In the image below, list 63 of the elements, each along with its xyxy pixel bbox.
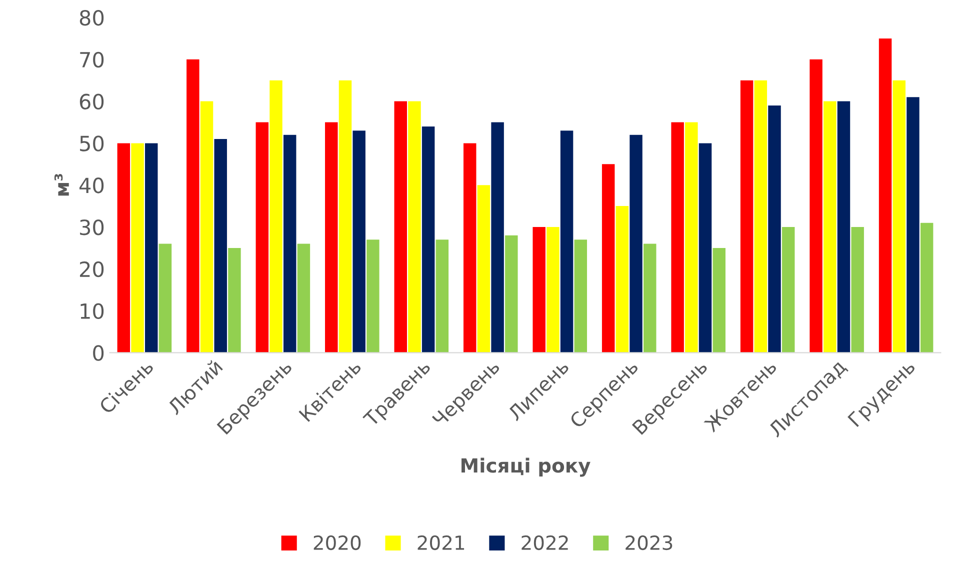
bar [394, 101, 407, 353]
bar [131, 143, 144, 353]
y-tick-label: 80 [80, 10, 104, 26]
bar [283, 134, 296, 353]
bar [463, 143, 476, 353]
bar [352, 130, 366, 353]
bar [505, 235, 518, 353]
bar [408, 101, 421, 353]
bar [325, 122, 338, 353]
bar [644, 244, 656, 353]
bar [602, 164, 615, 353]
bar [824, 101, 836, 353]
bar [338, 80, 352, 353]
bar [200, 101, 214, 353]
bar [671, 122, 684, 353]
bar [768, 105, 781, 353]
bar [228, 248, 241, 353]
bar [145, 143, 158, 353]
bar [851, 227, 864, 353]
bar [754, 80, 768, 353]
bar [906, 97, 920, 353]
legend-label: 2020 [314, 535, 361, 550]
y-tick-label: 30 [80, 219, 104, 236]
bar [782, 227, 795, 353]
y-tick-label: 70 [80, 52, 104, 68]
bar [712, 248, 726, 353]
y-axis-title: м³ [54, 174, 69, 196]
bar [422, 126, 435, 353]
bar [574, 240, 588, 353]
bar [297, 244, 310, 353]
bar [256, 122, 269, 353]
bar [698, 143, 712, 353]
bar [366, 240, 380, 353]
legend-label: 2023 [626, 535, 672, 550]
bar [477, 185, 490, 353]
bar [616, 206, 629, 353]
bar [878, 38, 892, 353]
legend-label: 2022 [522, 535, 568, 550]
y-tick-label: 50 [80, 136, 104, 152]
y-tick-label: 10 [80, 303, 104, 320]
bar [158, 244, 172, 353]
bar [685, 122, 698, 353]
bar [740, 80, 754, 353]
bar [436, 240, 449, 353]
bar [920, 222, 934, 353]
bar [560, 130, 574, 353]
x-axis-title: Місяці року [462, 458, 590, 477]
bar [546, 227, 560, 353]
bar [837, 101, 850, 353]
bar [186, 59, 200, 353]
y-tick-label: 20 [80, 261, 104, 278]
bar [491, 122, 504, 353]
y-tick-label: 60 [80, 94, 104, 110]
legend-label: 2021 [418, 535, 464, 550]
y-tick-label: 40 [79, 178, 104, 194]
bar [214, 139, 227, 353]
bar [117, 143, 130, 353]
bar [630, 134, 642, 353]
y-tick-label: 0 [93, 345, 104, 361]
bar [270, 80, 282, 353]
bar [532, 227, 546, 353]
bar [892, 80, 906, 353]
bar [810, 59, 822, 353]
